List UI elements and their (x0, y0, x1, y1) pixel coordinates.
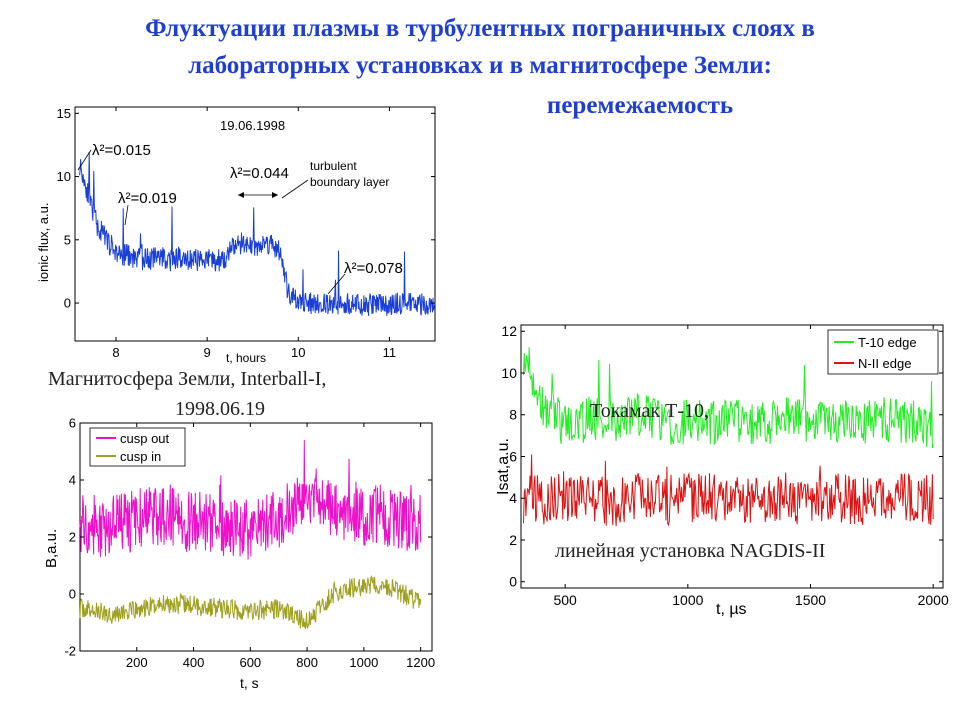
annotation-lambda-3: λ²=0.044 (230, 165, 289, 182)
series-line-main (79, 151, 436, 316)
y-tick-label: 2 (509, 532, 517, 548)
y-tick-label: 0 (69, 587, 76, 602)
title-line-2: лабораторных установках и в магнитосфере… (188, 52, 772, 79)
y-tick-label: 15 (57, 106, 71, 121)
x-tick-label: 2000 (918, 592, 949, 608)
x-tick-label: 1000 (672, 592, 703, 608)
y-tick-label: 0 (64, 296, 71, 311)
legend-cusp-in: cusp in (120, 449, 161, 464)
y-tick-label: 5 (64, 232, 71, 247)
y-tick-label: 8 (509, 407, 517, 423)
chart-isat: 500 1000 1500 2000 0 2 4 6 8 10 12 T-10 edge N-II … (495, 323, 949, 618)
chart1-ylabel: ionic flux, a.u. (36, 203, 51, 283)
y-tick-label: -2 (64, 644, 76, 659)
caption-linear: линейная установка NAGDIS-II (555, 540, 826, 562)
annotation-lambda-2: λ²=0.019 (118, 190, 177, 207)
y-tick-label: 4 (69, 473, 76, 488)
x-tick-label: 1200 (406, 655, 435, 670)
x-tick-label: 9 (204, 345, 211, 360)
annotation-boundary-layer: boundary layer (310, 175, 389, 189)
series-line-t-10-edge (523, 347, 934, 449)
caption-magnetosphere-1: Магнитосфера Земли, Interball-I, (48, 368, 327, 390)
chart-ionic-flux: 8 9 10 11 0 5 10 15 19.06.1998 λ²=0.015 λ²=0.01… (36, 106, 436, 365)
x-tick-label: 500 (553, 592, 577, 608)
x-tick-label: 10 (291, 345, 305, 360)
series-line-cusp-out (79, 439, 422, 560)
annotation-lambda-4: λ²=0.078 (344, 260, 403, 277)
x-tick-label: 1500 (795, 592, 826, 608)
y-tick-label: 10 (501, 365, 517, 381)
chart1-xlabel: t, hours (226, 351, 266, 365)
annotation-turbulent: turbulent (310, 159, 357, 173)
y-tick-label: 12 (501, 323, 517, 339)
chart3-ylabel: Isat,a.u. (495, 438, 512, 495)
title-line-1: Флуктуации плазмы в турбулентных пограни… (145, 15, 815, 42)
y-tick-label: 2 (69, 530, 76, 545)
y-tick-label: 0 (509, 574, 517, 590)
chart3-xlabel: t, µs (716, 601, 747, 618)
chart2-xlabel: t, s (240, 675, 259, 691)
series-line-cusp-in (79, 574, 422, 630)
x-tick-label: 800 (296, 655, 318, 670)
y-tick-label: 10 (57, 169, 71, 184)
chart3-legend (827, 329, 939, 375)
legend-nii-edge: N-II edge (858, 356, 911, 371)
slide-title: Флуктуации плазмы в турбулентных пограни… (0, 10, 960, 84)
x-tick-label: 8 (112, 345, 119, 360)
annotation-lambda-1: λ²=0.015 (92, 142, 151, 159)
chart-magnetic-field: 200 400 600 800 1000 1200 -2 0 2 4 6 cusp out cusp… (43, 416, 435, 691)
y-tick-label: 6 (509, 448, 517, 464)
title-line-3: перемежаемость (546, 92, 734, 119)
x-tick-label: 200 (126, 655, 148, 670)
series-line-n-ii-edge (523, 454, 934, 527)
y-tick-label: 4 (509, 490, 517, 506)
x-tick-label: 600 (239, 655, 261, 670)
legend-t10-edge: T-10 edge (858, 335, 917, 350)
caption-magnetosphere-2: 1998.06.19 (175, 398, 265, 420)
x-tick-label: 400 (183, 655, 205, 670)
legend-cusp-out: cusp out (120, 431, 170, 446)
chart1-title: 19.06.1998 (220, 118, 285, 133)
x-tick-label: 1000 (349, 655, 378, 670)
caption-tokamak: Токамак Т-10, (590, 400, 709, 422)
chart2-legend (89, 427, 186, 467)
chart2-ylabel: B,a.u. (43, 529, 60, 568)
x-tick-label: 11 (383, 345, 397, 360)
y-tick-label: 6 (69, 416, 76, 431)
